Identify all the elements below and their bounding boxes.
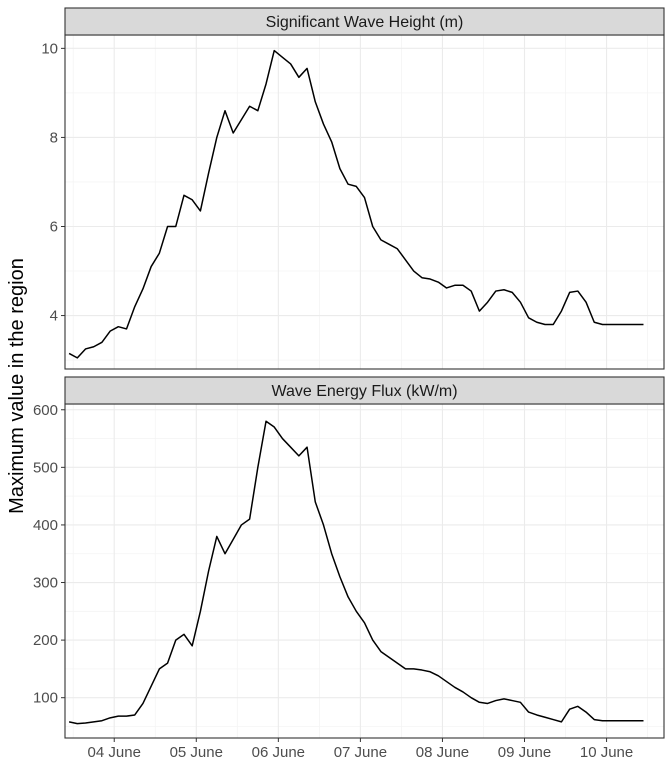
y-tick-label: 6 <box>50 218 58 235</box>
plot-background <box>65 404 664 738</box>
x-tick-label: 06 June <box>252 744 305 761</box>
facet-strip <box>64 376 665 405</box>
y-tick-label: 300 <box>33 575 58 592</box>
facet-strip <box>64 7 665 36</box>
x-tick-label: 08 June <box>416 744 469 761</box>
series-line <box>68 49 644 359</box>
x-tick-label: 07 June <box>334 744 387 761</box>
x-tick-label: 10 June <box>580 744 633 761</box>
panel-significant-wave-height: 4 6 8 10 Significant Wave Height (m) <box>41 7 665 370</box>
x-tick-label: 05 June <box>170 744 223 761</box>
y-tick-label: 10 <box>41 40 58 57</box>
x-axis: 04 June 05 June 06 June 07 June 08 June 09 Ju… <box>88 738 633 761</box>
y-tick-label: 8 <box>50 129 58 146</box>
facet-title: Wave Energy Flux (kW/m) <box>271 383 457 400</box>
y-tick-label: 100 <box>33 690 58 707</box>
y-tick-label: 200 <box>33 632 58 649</box>
x-tick-label: 04 June <box>88 744 141 761</box>
panel-wave-energy-flux: 100 200 300 400 500 600 Wave Energy Flux (kW/m… <box>33 376 665 739</box>
y-tick-label: 4 <box>50 308 58 325</box>
facet-title: Significant Wave Height (m) <box>266 14 464 31</box>
y-axis-label: Maximum value in the region <box>6 258 28 514</box>
y-tick-label: 600 <box>33 402 58 419</box>
y-tick-label: 500 <box>33 459 58 476</box>
x-tick-label: 09 June <box>498 744 551 761</box>
y-tick-label: 400 <box>33 517 58 534</box>
plot-background <box>65 35 664 369</box>
series-line <box>68 420 644 725</box>
